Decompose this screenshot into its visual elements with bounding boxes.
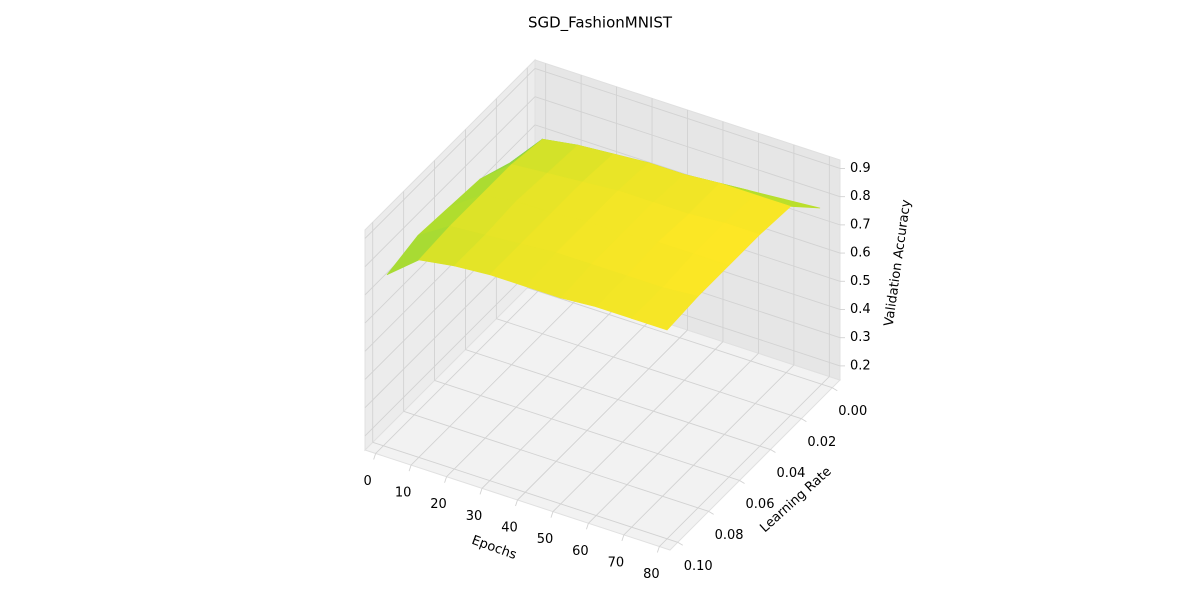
tick-mark	[479, 488, 483, 495]
tick-mark	[586, 523, 589, 530]
grid-line	[527, 287, 833, 389]
x-tick-label: 0	[363, 474, 371, 489]
grid-line	[534, 96, 841, 198]
y-tick-label: 0.06	[746, 497, 775, 512]
tick-mark	[621, 534, 625, 542]
x-tick-label: 60	[572, 544, 589, 559]
tick-mark	[770, 449, 776, 453]
grid-line	[364, 265, 536, 437]
tick-mark	[515, 499, 518, 507]
x-tick-label: 30	[466, 509, 483, 524]
grid-line	[496, 318, 802, 420]
z-tick-label: 0.7	[850, 217, 871, 232]
z-tick-label: 0.2	[850, 358, 871, 373]
x-tick-label: 80	[643, 567, 660, 582]
grid-line	[659, 376, 830, 547]
x-tick-label: 10	[395, 486, 412, 501]
z-tick-label: 0.5	[850, 274, 871, 289]
y-tick-label: 0.08	[715, 528, 744, 543]
x-axis-label: Epochs	[470, 533, 519, 563]
z-tick-label: 0.3	[850, 330, 871, 345]
z-tick-label: 0.4	[850, 302, 871, 317]
grid-line	[623, 364, 795, 536]
surface-patch	[631, 287, 699, 331]
grid-line	[588, 352, 759, 524]
tick-mark	[739, 480, 745, 484]
y-tick-label: 0.02	[807, 435, 836, 450]
z-tick-label: 0.9	[850, 161, 871, 176]
x-tick-label: 40	[501, 521, 518, 536]
y-tick-label: 0.00	[838, 404, 867, 419]
grid-line	[372, 441, 678, 543]
grid-line	[403, 410, 709, 512]
tick-mark	[550, 511, 554, 518]
y-tick-label: 0.04	[776, 466, 805, 481]
tick-mark	[708, 510, 714, 515]
y-tick-label: 0.10	[684, 559, 713, 574]
z-tick-label: 0.8	[850, 189, 871, 204]
tick-mark	[677, 541, 683, 546]
grid-line	[410, 294, 582, 466]
tick-mark	[408, 464, 412, 472]
tick-mark	[373, 453, 377, 460]
grid-line	[375, 283, 546, 454]
tick-mark	[832, 387, 838, 392]
tick-mark	[444, 476, 447, 483]
grid-line	[434, 380, 740, 481]
grid-line	[465, 349, 771, 450]
grid-line	[364, 68, 536, 239]
z-tick-label: 0.6	[850, 246, 871, 261]
grid-line	[364, 96, 536, 267]
x-tick-label: 70	[608, 555, 625, 570]
tick-mark	[801, 418, 807, 423]
grid-line	[534, 68, 841, 169]
chart-title: SGD_FashionMNIST	[528, 14, 673, 33]
x-tick-label: 20	[430, 497, 447, 512]
grid-line	[481, 318, 653, 489]
z-axis-label: Validation Accuracy	[882, 198, 915, 327]
tick-mark	[656, 546, 660, 553]
grid-line	[517, 329, 688, 501]
grid-line	[446, 306, 617, 478]
grid-line	[552, 341, 724, 512]
x-tick-label: 50	[537, 532, 554, 547]
